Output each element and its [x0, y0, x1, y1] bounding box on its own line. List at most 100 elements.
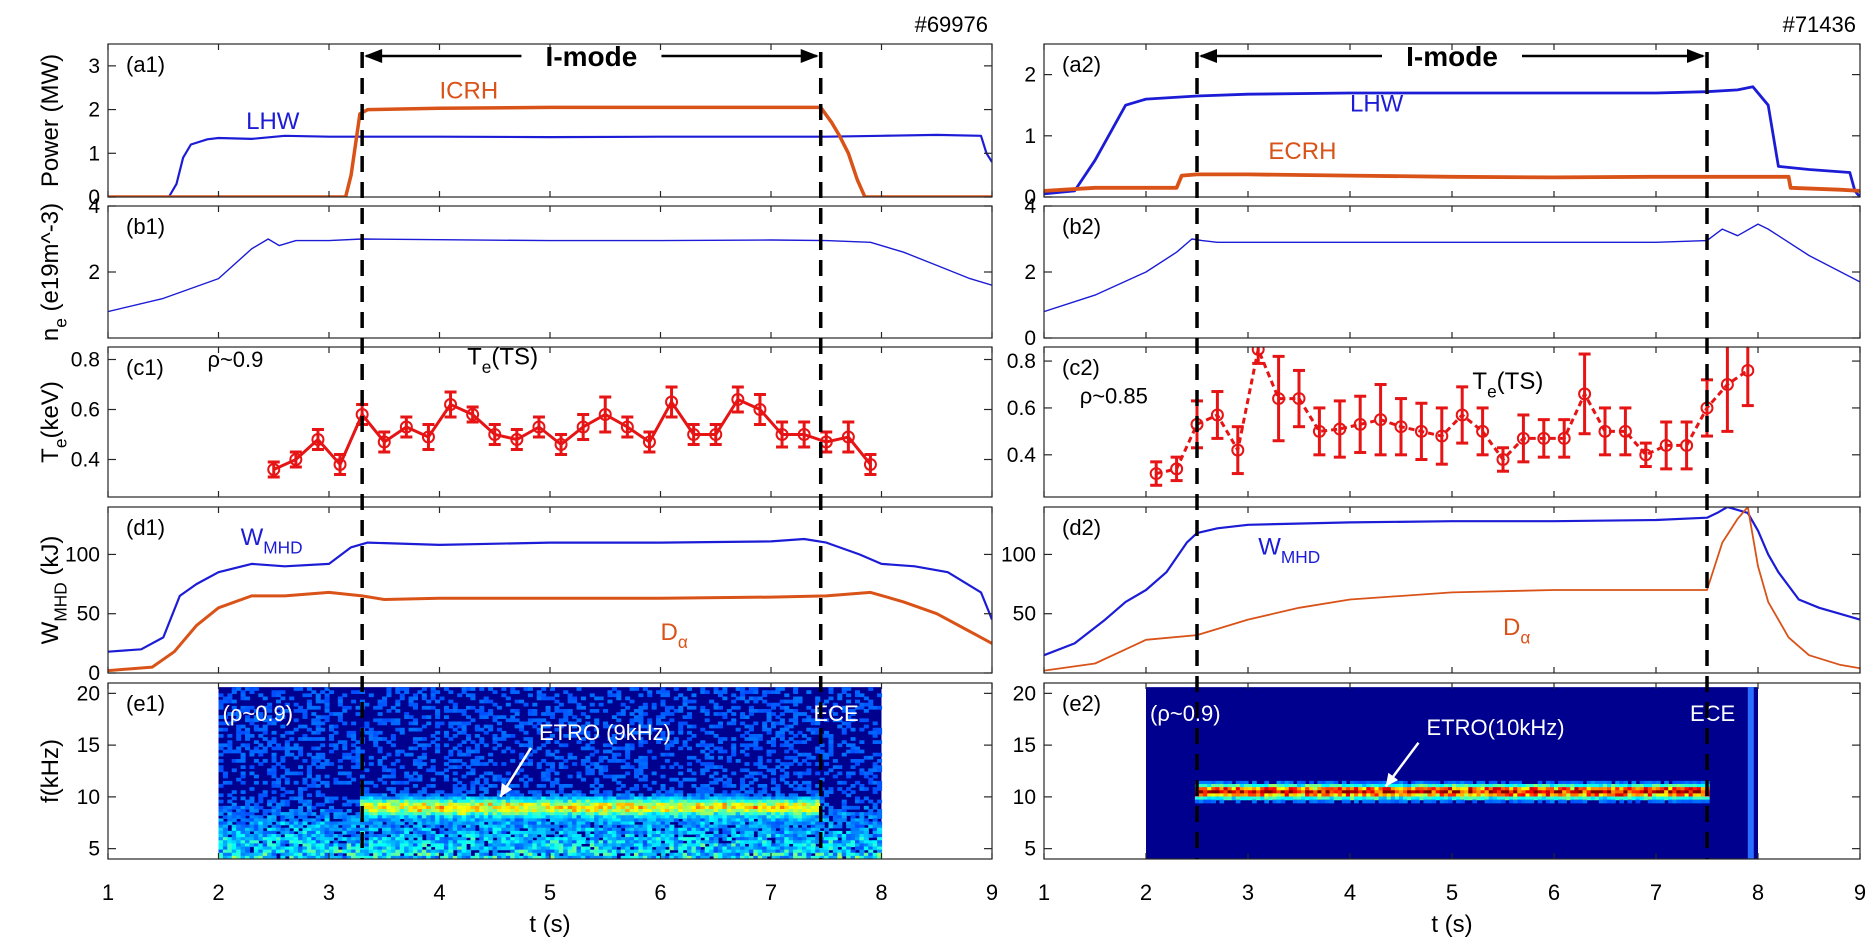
spectrogram-cell: [390, 787, 396, 791]
spectrogram-cell: [527, 712, 533, 716]
spectrogram-cell: [466, 827, 472, 832]
spectrogram-cell: [687, 777, 693, 782]
spectrogram-cell: [519, 843, 525, 848]
spectrogram-cell: [757, 790, 763, 794]
spectrogram-cell: [474, 743, 480, 748]
spectrogram-cell: [395, 821, 401, 826]
spectrogram-cell: [850, 759, 856, 763]
spectrogram-cell: [779, 777, 785, 782]
spectrogram-cell: [510, 846, 516, 851]
spectrogram-cell: [355, 815, 361, 819]
spectrogram-cell: [762, 852, 768, 857]
spectrogram-cell: [868, 768, 874, 773]
spectrogram-cell: [280, 802, 286, 807]
spectrogram-cell: [457, 840, 463, 844]
spectrogram-cell: [245, 727, 251, 732]
spectrogram-cell: [576, 799, 582, 804]
spectrogram-cell: [598, 849, 604, 854]
spectrogram-cell: [505, 734, 511, 738]
spectrogram-cell: [395, 799, 401, 804]
spectrogram-cell: [550, 793, 556, 798]
spectrogram-cell: [687, 818, 693, 823]
spectrogram-cell: [572, 721, 578, 726]
spectrogram-cell: [298, 846, 304, 851]
spectrogram-cell: [541, 809, 547, 813]
spectrogram-cell: [452, 843, 458, 848]
spectrogram-cell: [262, 759, 268, 763]
spectrogram-cell: [461, 799, 467, 804]
x-tick-label: 5: [544, 880, 556, 905]
spectrogram-cell: [227, 821, 233, 826]
spectrogram-cell: [678, 790, 684, 794]
spectrogram-cell: [430, 690, 436, 694]
spectrogram-cell: [735, 727, 741, 732]
spectrogram-cell: [483, 805, 489, 810]
spectrogram-cell: [488, 802, 494, 807]
spectrogram-cell: [519, 821, 525, 826]
spectrogram-cell: [757, 746, 763, 751]
spectrogram-cell: [298, 790, 304, 794]
spectrogram-cell: [611, 759, 617, 763]
spectrogram-cell: [598, 846, 604, 851]
spectrogram-cell: [779, 827, 785, 832]
spectrogram-cell: [426, 715, 432, 719]
spectrogram-cell: [426, 837, 432, 841]
spectrogram-cell: [541, 830, 547, 835]
spectrogram-cell: [629, 721, 635, 726]
spectrogram-cell: [771, 805, 777, 810]
spectrogram-cell: [324, 709, 330, 713]
spectrogram-cell: [753, 746, 759, 751]
spectrogram-cell: [501, 821, 507, 826]
spectrogram-cell: [717, 855, 723, 859]
spectrogram-cell: [236, 824, 242, 829]
spectrogram-cell: [611, 687, 617, 691]
spectrogram-cell: [664, 799, 670, 804]
spectrogram-cell: [687, 737, 693, 741]
spectrogram-cell: [457, 827, 463, 832]
spectrogram-cell: [784, 755, 790, 760]
spectrogram-cell: [620, 846, 626, 851]
spectrogram-cell: [377, 762, 383, 766]
spectrogram-cell: [872, 830, 878, 835]
spectrogram-cell: [744, 737, 750, 741]
spectrogram-cell: [700, 840, 706, 844]
te-point: [863, 458, 877, 471]
spectrogram-cell: [664, 802, 670, 807]
spectrogram-cell: [240, 743, 246, 748]
spectrogram-cell: [633, 784, 639, 788]
spectrogram-cell: [722, 687, 728, 691]
spectrogram-cell: [784, 805, 790, 810]
spectrogram-cell: [797, 752, 803, 757]
spectrogram-cell: [841, 752, 847, 757]
spectrogram-cell: [496, 774, 502, 779]
spectrogram-cell: [382, 718, 388, 723]
spectrogram-cell: [740, 796, 746, 801]
spectrogram-cell: [766, 702, 772, 707]
spectrogram-cell: [324, 815, 330, 819]
spectrogram-cell: [779, 730, 785, 735]
spectrogram-cell: [404, 787, 410, 791]
spectrogram-cell: [660, 818, 666, 823]
spectrogram-cell: [377, 802, 383, 807]
spectrogram-cell: [492, 805, 498, 810]
spectrogram-cell: [227, 846, 233, 851]
spectrogram-cell: [664, 840, 670, 844]
spectrogram-cell: [678, 727, 684, 732]
spectrogram-cell: [324, 780, 330, 785]
spectrogram-cell: [748, 780, 754, 785]
spectrogram-cell: [788, 793, 794, 798]
spectrogram-cell: [359, 802, 365, 807]
spectrogram-cell: [664, 690, 670, 694]
spectrogram-cell: [603, 790, 609, 794]
spectrogram-cell: [298, 796, 304, 801]
spectrogram-cell: [589, 827, 595, 832]
spectrogram-cell: [647, 837, 653, 841]
spectrogram-cell: [859, 818, 865, 823]
spectrogram-cell: [607, 790, 613, 794]
spectrogram-cell: [558, 849, 564, 854]
spectrogram-cell: [762, 787, 768, 791]
spectrogram-cell: [625, 705, 631, 710]
spectrogram-cell: [386, 709, 392, 713]
spectrogram-cell: [753, 721, 759, 726]
